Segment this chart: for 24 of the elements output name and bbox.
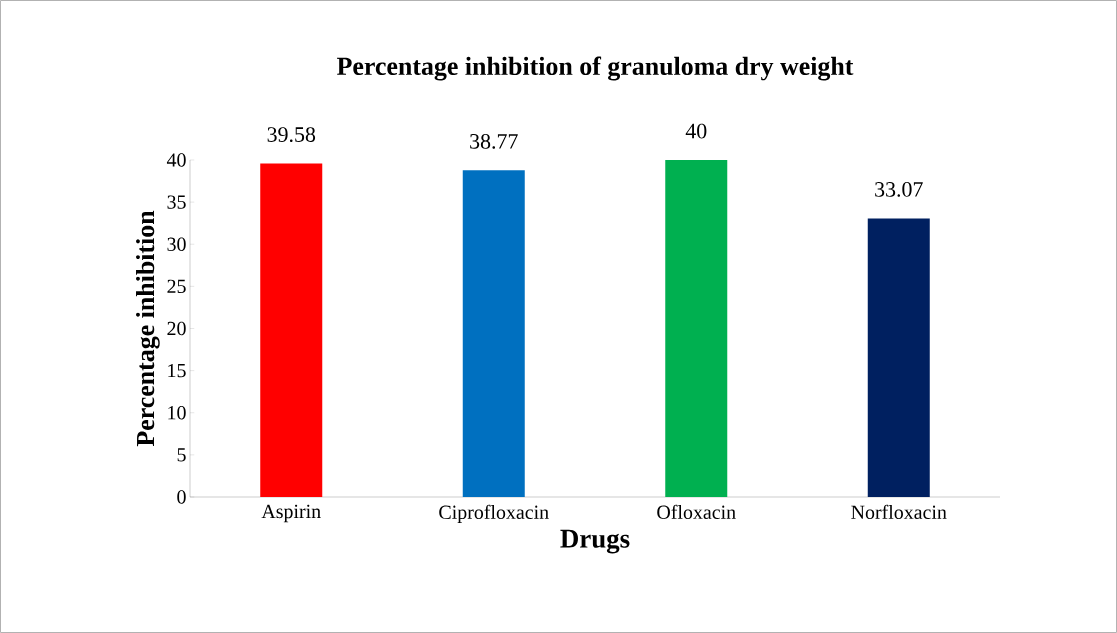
bar bbox=[260, 163, 323, 497]
y-tick-label: 35 bbox=[167, 195, 186, 209]
y-tick-label: 10 bbox=[168, 406, 186, 420]
bar bbox=[462, 170, 525, 497]
bar bbox=[665, 160, 728, 497]
data-label: 38.77 bbox=[470, 133, 518, 149]
x-tick-label: Norfloxacin bbox=[851, 504, 947, 519]
x-axis-title: Drugs bbox=[560, 529, 630, 554]
y-tick-label: 30 bbox=[167, 237, 186, 251]
data-label: 33.07 bbox=[875, 181, 923, 197]
y-tick-label: 40 bbox=[166, 153, 186, 167]
y-tick-label: 15 bbox=[168, 363, 186, 378]
y-tick-label: 20 bbox=[167, 321, 186, 336]
y-axis-title: Percentage inhibition bbox=[136, 210, 160, 447]
y-tick-label: 25 bbox=[167, 279, 186, 294]
x-tick-label: Ofloxacin bbox=[657, 504, 736, 519]
chart-title: Percentage inhibition of granuloma dry weight bbox=[337, 56, 854, 81]
y-tick-label: 0 bbox=[177, 490, 186, 504]
bar bbox=[867, 218, 930, 497]
data-label: 39.58 bbox=[267, 127, 316, 143]
y-tick-label: 5 bbox=[177, 448, 186, 462]
x-tick-label: Ciprofloxacin bbox=[439, 504, 549, 524]
data-label: 40 bbox=[685, 123, 707, 139]
x-tick-label: Aspirin bbox=[261, 504, 321, 523]
